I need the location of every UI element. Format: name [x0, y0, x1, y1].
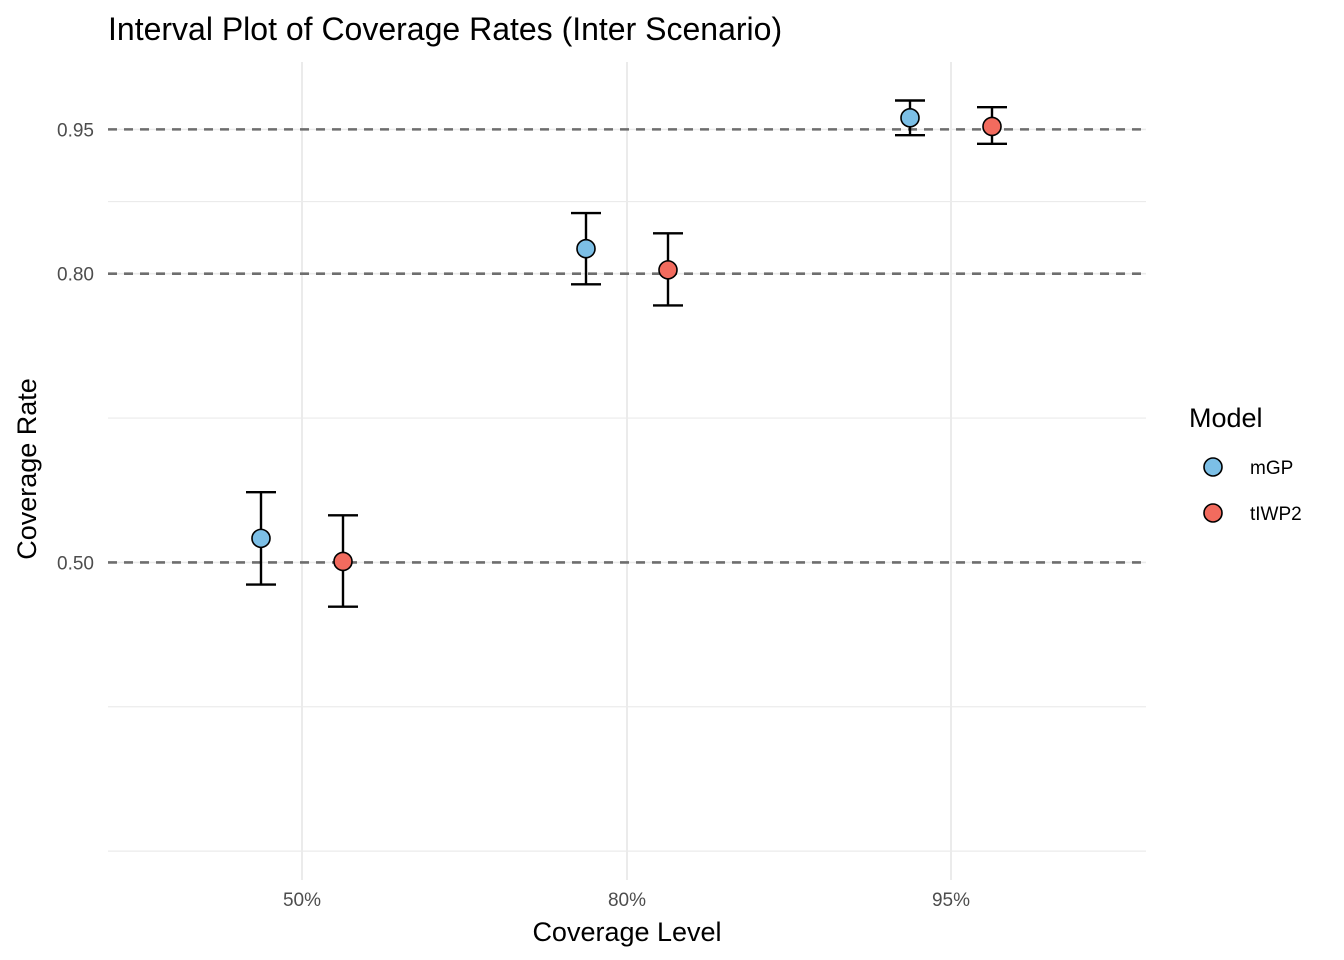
- point-mgp-1: [251, 528, 271, 549]
- y-axis-title: Coverage Rate: [12, 378, 42, 560]
- point-mgp-3: [900, 108, 920, 128]
- legend-label-mgp: mGP: [1250, 458, 1293, 479]
- legend-item-mgp: mGP: [1203, 457, 1293, 479]
- legend-title: Model: [1189, 403, 1263, 433]
- y-tick-label-3: 0.50: [57, 553, 94, 574]
- x-tick-label-2: 80%: [608, 890, 646, 911]
- x-tick-label-1: 50%: [283, 890, 321, 911]
- interval-tiwp2-2: [653, 232, 683, 307]
- x-tick-label-3: 95%: [932, 890, 970, 911]
- y-tick-label-2: 0.80: [57, 265, 94, 286]
- chart-title: Interval Plot of Coverage Rates (Inter S…: [108, 11, 782, 47]
- point-tiwp2-1: [333, 551, 353, 572]
- legend-key-mgp: [1203, 457, 1223, 477]
- x-axis-title: Coverage Level: [532, 917, 721, 947]
- tick-labels: 50% 80% 95% 0.95 0.80 0.50: [57, 120, 970, 911]
- point-mgp-2: [576, 238, 596, 259]
- interval-mgp-2: [571, 211, 601, 286]
- data-marks: [246, 99, 1007, 608]
- legend-label-tiwp2: tIWP2: [1250, 504, 1302, 525]
- point-tiwp2-3: [982, 116, 1002, 137]
- y-tick-label-1: 0.95: [57, 120, 94, 141]
- legend: Model mGP tIWP2: [1189, 403, 1302, 525]
- legend-items: mGP tIWP2: [1203, 457, 1302, 525]
- legend-key-tiwp2: [1203, 503, 1223, 523]
- reference-lines: [108, 128, 1146, 564]
- interval-mgp-1: [246, 490, 276, 586]
- interval-tiwp2-1: [328, 514, 358, 608]
- interval-mgp-3: [895, 99, 925, 137]
- point-tiwp2-2: [658, 260, 678, 280]
- legend-item-tiwp2: tIWP2: [1203, 503, 1302, 525]
- grid-layer: [108, 62, 1146, 880]
- interval-tiwp2-3: [977, 106, 1007, 146]
